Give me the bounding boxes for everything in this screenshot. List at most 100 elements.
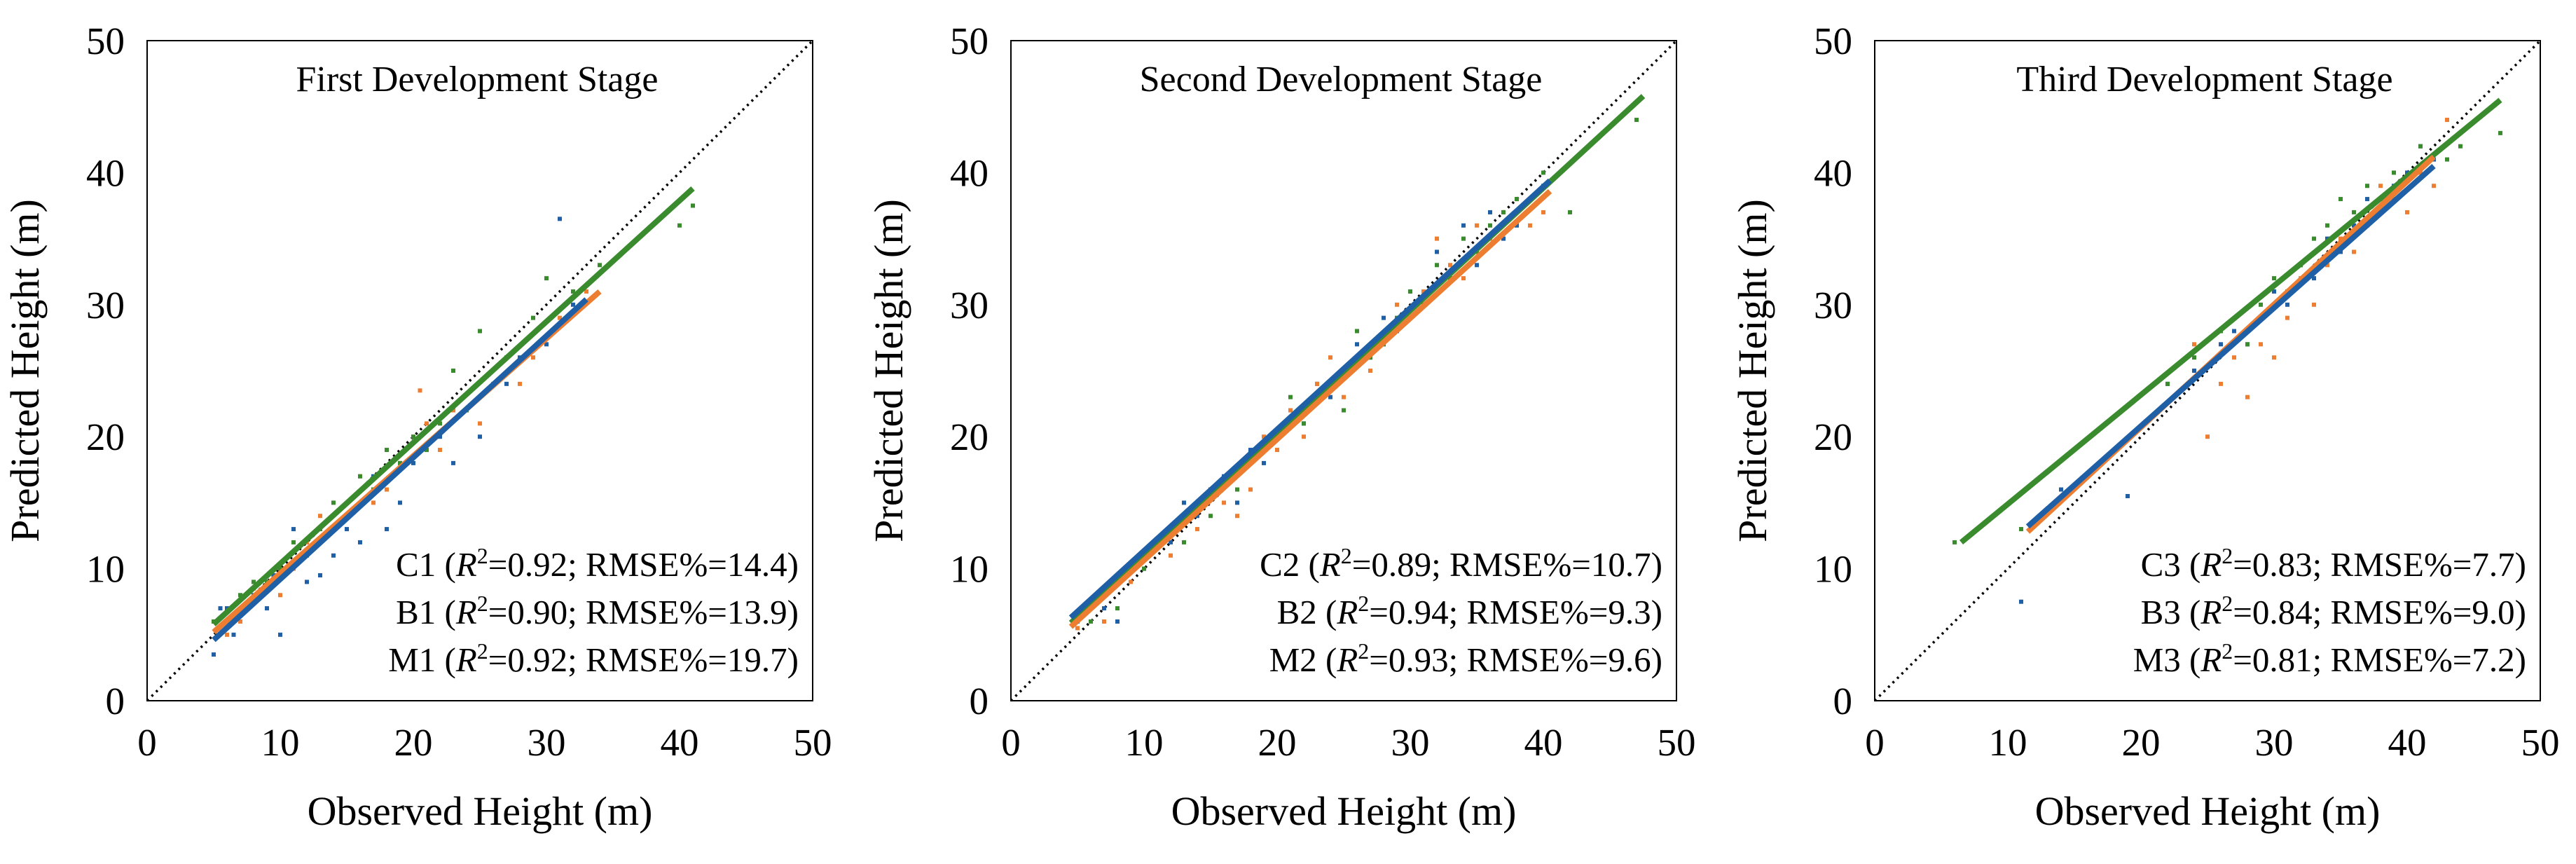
panel-title: Third Development Stage xyxy=(2016,60,2392,100)
data-point-b3 xyxy=(2205,434,2210,439)
data-point-b2 xyxy=(1129,580,1133,584)
data-point-m2 xyxy=(1142,566,1146,571)
data-point-c1 xyxy=(411,460,415,465)
data-point-c3 xyxy=(2312,276,2316,281)
data-point-b3 xyxy=(2378,184,2383,188)
data-point-c2 xyxy=(1488,210,1492,214)
one-to-one-line xyxy=(146,39,814,702)
data-point-c2 xyxy=(1328,395,1332,399)
data-point-b2 xyxy=(1328,355,1332,360)
x-tick-label: 0 xyxy=(1865,721,1885,764)
data-point-b2 xyxy=(1222,500,1226,505)
data-point-m2 xyxy=(1634,118,1639,123)
data-point-b3 xyxy=(2432,184,2436,188)
data-point-c2 xyxy=(1515,223,1519,228)
data-point-b3 xyxy=(2285,315,2289,320)
data-point-b3 xyxy=(2445,118,2449,123)
data-point-b2 xyxy=(1528,223,1532,228)
x-tick-label: 10 xyxy=(1989,721,2027,764)
data-point-b1 xyxy=(425,421,429,426)
x-tick-label: 40 xyxy=(661,721,699,764)
data-point-m1 xyxy=(358,474,362,479)
y-tick-label: 0 xyxy=(1833,680,1853,722)
stat-b2: B2 (R2=0.94; RMSE%=9.3) xyxy=(1277,591,1662,631)
fit-line-c1 xyxy=(212,297,588,643)
data-point-m2 xyxy=(1541,170,1545,175)
data-point-c1 xyxy=(345,527,349,532)
data-point-b1 xyxy=(385,487,389,492)
data-point-b2 xyxy=(1288,408,1293,413)
x-tick-label: 40 xyxy=(2388,721,2427,764)
data-point-m3 xyxy=(2272,276,2276,281)
data-point-m3 xyxy=(2352,210,2356,214)
data-point-m2 xyxy=(1488,223,1492,228)
stat-c2: C2 (R2=0.89; RMSE%=10.7) xyxy=(1260,543,1662,584)
data-point-b1 xyxy=(558,315,562,320)
data-point-b3 xyxy=(2325,263,2329,268)
x-tick-label: 50 xyxy=(794,721,832,764)
data-point-b1 xyxy=(318,514,322,519)
data-point-m1 xyxy=(425,448,429,453)
data-point-m2 xyxy=(1302,421,1306,426)
x-axis-title: Observed Height (m) xyxy=(2035,788,2381,834)
data-point-b2 xyxy=(1448,263,1452,268)
data-point-m2 xyxy=(1115,606,1120,611)
data-point-b3 xyxy=(2219,381,2223,386)
data-point-b2 xyxy=(1461,276,1466,281)
data-point-c2 xyxy=(1169,540,1173,544)
x-tick-label: 30 xyxy=(528,721,566,764)
data-point-m2 xyxy=(1342,408,1346,413)
data-point-c2 xyxy=(1182,500,1186,505)
data-point-b3 xyxy=(2259,342,2263,347)
x-tick-label: 50 xyxy=(2521,721,2560,764)
data-point-b2 xyxy=(1275,448,1279,453)
data-point-b2 xyxy=(1368,369,1372,373)
data-point-b2 xyxy=(1302,434,1306,439)
data-point-m3 xyxy=(2498,130,2502,135)
data-point-b3 xyxy=(2232,355,2236,360)
y-tick-label: 20 xyxy=(950,416,989,458)
data-point-c3 xyxy=(2192,369,2196,373)
data-point-b3 xyxy=(2245,395,2250,399)
y-tick-label: 50 xyxy=(950,20,989,62)
fit-line-b2 xyxy=(1068,188,1552,629)
data-point-c1 xyxy=(504,381,509,386)
data-point-c3 xyxy=(2219,342,2223,347)
stat-b3: B3 (R2=0.84; RMSE%=9.0) xyxy=(2141,591,2526,631)
data-point-c3 xyxy=(2272,289,2276,294)
data-point-m3 xyxy=(2192,355,2196,360)
data-point-c2 xyxy=(1355,342,1359,347)
data-point-b2 xyxy=(1235,514,1239,519)
data-point-m1 xyxy=(451,369,455,373)
data-point-c1 xyxy=(544,342,549,347)
data-point-b2 xyxy=(1421,289,1426,294)
data-point-c1 xyxy=(451,460,455,465)
y-axis-title: Predicted Height (m) xyxy=(1730,199,1775,542)
data-point-m1 xyxy=(438,421,442,426)
data-point-b3 xyxy=(2312,302,2316,307)
stat-m3: M3 (R2=0.81; RMSE%=7.2) xyxy=(2133,638,2526,679)
data-point-c1 xyxy=(478,434,482,439)
y-tick-label: 20 xyxy=(86,416,125,458)
data-point-m3 xyxy=(2245,342,2250,347)
y-tick-label: 30 xyxy=(950,284,989,327)
data-point-b2 xyxy=(1435,236,1439,241)
x-tick-label: 10 xyxy=(1125,721,1164,764)
x-tick-label: 20 xyxy=(1258,721,1297,764)
data-point-m1 xyxy=(278,566,282,571)
data-point-b1 xyxy=(418,388,422,393)
y-tick-label: 10 xyxy=(86,548,125,591)
data-point-c1 xyxy=(358,540,362,544)
fit-line-m3 xyxy=(1959,97,2502,545)
data-point-c1 xyxy=(212,652,216,657)
data-point-c1 xyxy=(231,632,236,637)
y-tick-label: 40 xyxy=(950,151,989,194)
data-point-b2 xyxy=(1169,553,1173,558)
data-point-c2 xyxy=(1501,236,1506,241)
data-point-b3 xyxy=(2339,236,2343,241)
data-point-c1 xyxy=(218,606,223,611)
data-point-c2 xyxy=(1195,514,1199,519)
stat-c3: C3 (R2=0.83; RMSE%=7.7) xyxy=(2141,543,2526,584)
data-point-b1 xyxy=(278,593,282,598)
y-tick-label: 50 xyxy=(1814,20,1852,62)
